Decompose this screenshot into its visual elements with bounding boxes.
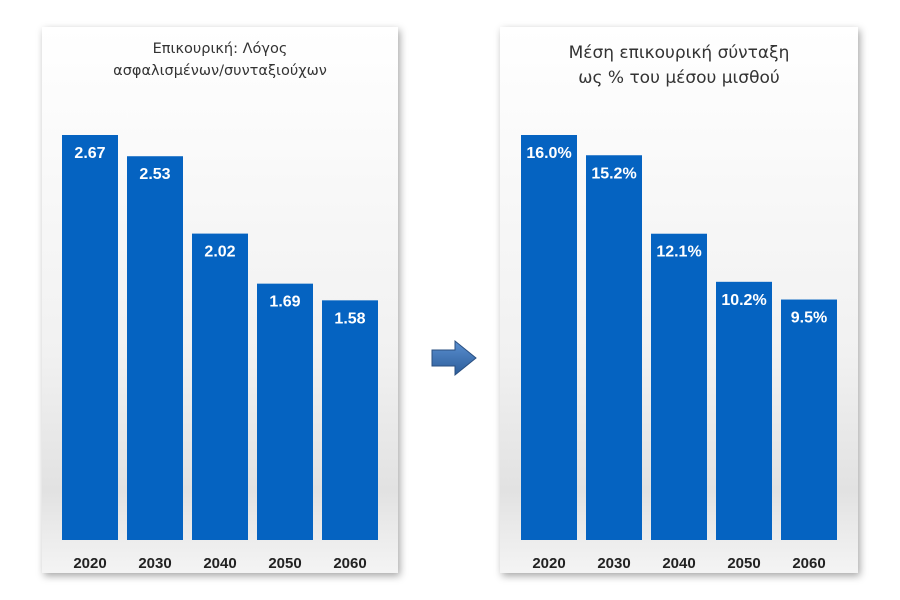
- x-tick-label: 2060: [333, 555, 366, 572]
- x-tick-label: 2030: [597, 555, 630, 572]
- data-label: 10.2%: [721, 292, 766, 309]
- x-tick-label: 2060: [792, 555, 825, 572]
- data-label: 9.5%: [791, 310, 827, 327]
- data-label: 1.58: [334, 310, 365, 327]
- bar-2050: [716, 281, 772, 540]
- data-label: 2.02: [204, 244, 235, 261]
- right-arrow-icon: [431, 339, 477, 377]
- bar-2050: [257, 283, 313, 540]
- bar-2030: [127, 156, 183, 540]
- bar-2060: [322, 300, 378, 540]
- data-label: 16.0%: [526, 145, 571, 162]
- bar-2020: [521, 135, 577, 540]
- chart-title-line: ως % του μέσου μισθού: [578, 68, 779, 88]
- data-label: 2.53: [139, 166, 170, 183]
- bar-2060: [781, 299, 837, 540]
- chart-panel-1: Επικουρική: Λόγος ασφαλισμένων/συνταξιούχ…: [42, 27, 398, 573]
- data-label: 1.69: [269, 294, 300, 311]
- x-tick-label: 2020: [532, 555, 565, 572]
- x-tick-label: 2020: [73, 555, 106, 572]
- bar-2040: [192, 233, 248, 540]
- chart-panel-2: Μέση επικουρική σύνταξη ως % του μέσου μι…: [500, 27, 858, 573]
- chart-title-line: Μέση επικουρική σύνταξη: [569, 43, 790, 63]
- data-label: 12.1%: [656, 244, 701, 261]
- data-label: 2.67: [74, 145, 105, 162]
- x-tick-label: 2040: [203, 555, 236, 572]
- x-tick-label: 2050: [727, 555, 760, 572]
- bar-2040: [651, 233, 707, 540]
- bar-2020: [62, 135, 118, 540]
- x-tick-label: 2030: [138, 555, 171, 572]
- chart-title-line: Επικουρική: Λόγος: [153, 41, 288, 57]
- data-label: 15.2%: [591, 165, 636, 182]
- x-tick-label: 2040: [662, 555, 695, 572]
- x-tick-label: 2050: [268, 555, 301, 572]
- chart-title-line: ασφαλισμένων/συνταξιούχων: [113, 63, 327, 79]
- bar-2030: [586, 155, 642, 540]
